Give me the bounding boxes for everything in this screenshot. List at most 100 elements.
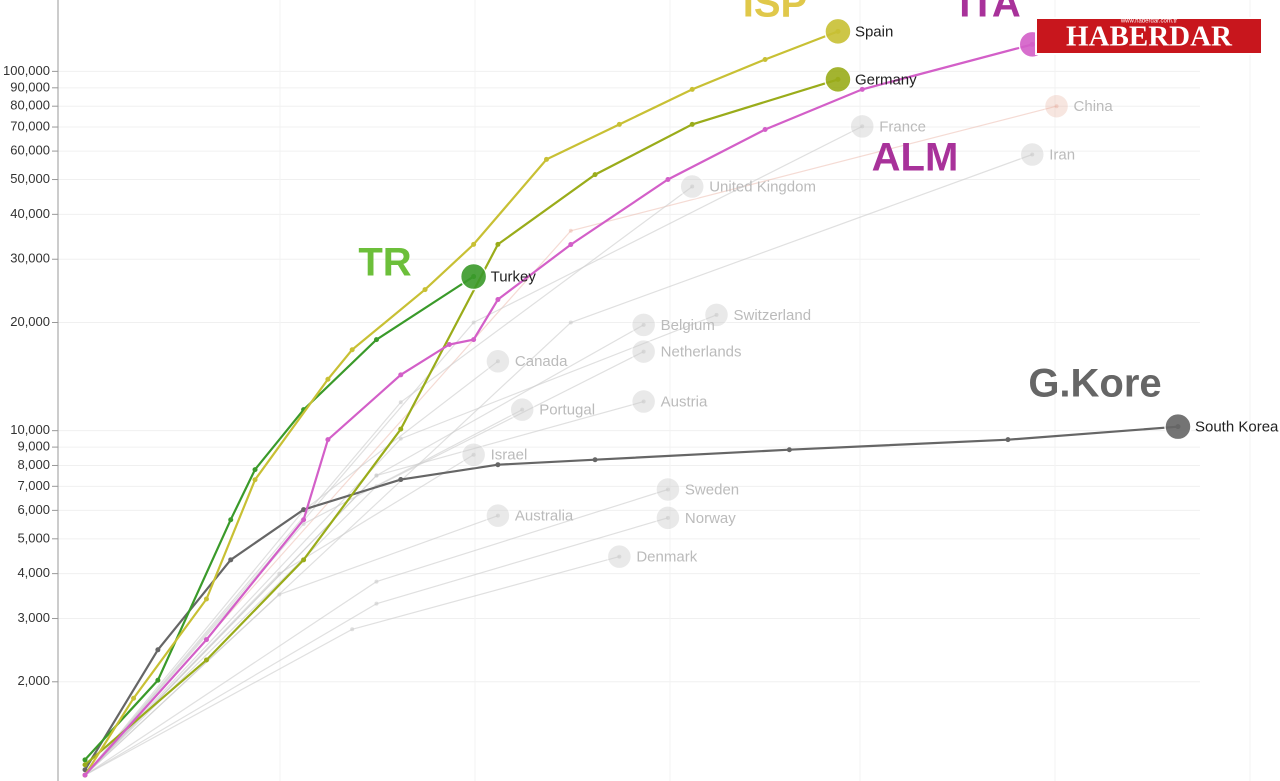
flag bbox=[630, 338, 657, 365]
data-point bbox=[398, 400, 403, 405]
data-point bbox=[301, 507, 307, 513]
data-point bbox=[568, 242, 574, 248]
series-label: Turkey bbox=[491, 269, 537, 286]
flag bbox=[460, 441, 487, 468]
series-label: United Kingdom bbox=[709, 179, 816, 196]
data-point bbox=[471, 452, 476, 457]
series-label: Denmark bbox=[636, 549, 697, 566]
flag bbox=[459, 262, 488, 291]
y-tick-label: 10,000 bbox=[10, 422, 50, 437]
logo-text: HABERDAR bbox=[1066, 21, 1233, 53]
data-point bbox=[422, 287, 428, 293]
series-label: Netherlands bbox=[661, 344, 742, 361]
series-label: Portugal bbox=[539, 402, 595, 419]
data-point bbox=[665, 177, 671, 183]
series-label: France bbox=[879, 118, 926, 135]
data-point bbox=[203, 657, 209, 663]
annotation: G.Kore bbox=[1028, 362, 1161, 406]
data-point bbox=[82, 762, 88, 768]
y-tick-label: 8,000 bbox=[17, 457, 50, 472]
data-point bbox=[520, 407, 525, 412]
series-label: Austria bbox=[661, 394, 708, 411]
data-point bbox=[1030, 152, 1035, 157]
data-point bbox=[714, 312, 719, 317]
data-point bbox=[617, 554, 622, 559]
y-tick-label: 30,000 bbox=[10, 251, 50, 266]
data-point bbox=[228, 517, 234, 523]
data-point bbox=[398, 372, 404, 378]
data-point bbox=[325, 437, 331, 443]
y-tick-label: 6,000 bbox=[17, 502, 50, 517]
logo-box bbox=[1035, 17, 1263, 55]
flag bbox=[849, 113, 875, 140]
data-point bbox=[568, 320, 573, 325]
data-point bbox=[155, 647, 161, 653]
annotation: ITA bbox=[959, 0, 1020, 26]
data-point bbox=[301, 521, 306, 526]
data-point bbox=[495, 359, 500, 364]
y-tick-label: 60,000 bbox=[10, 143, 50, 158]
annotation: TR bbox=[358, 241, 411, 285]
data-point bbox=[859, 86, 865, 92]
data-point bbox=[398, 436, 403, 441]
data-point bbox=[446, 342, 452, 348]
data-point bbox=[762, 126, 768, 132]
data-point bbox=[82, 772, 88, 778]
y-tick-label: 20,000 bbox=[10, 314, 50, 329]
data-point bbox=[374, 473, 379, 478]
logo-url: www.haberdar.com.tr bbox=[1120, 19, 1177, 25]
data-point bbox=[689, 121, 695, 127]
data-point bbox=[82, 757, 88, 763]
series-line bbox=[84, 78, 839, 766]
data-point bbox=[616, 121, 622, 127]
data-point bbox=[374, 579, 379, 584]
flag bbox=[679, 173, 705, 200]
flag bbox=[485, 502, 511, 529]
flag bbox=[630, 312, 657, 338]
flag bbox=[606, 543, 633, 570]
data-point bbox=[471, 241, 477, 247]
grid bbox=[52, 0, 1251, 781]
data-point bbox=[203, 596, 209, 602]
data-point bbox=[301, 557, 307, 563]
series-label: China bbox=[1074, 98, 1114, 115]
data-point bbox=[350, 627, 355, 632]
y-tick-label: 9,000 bbox=[17, 439, 50, 454]
data-point bbox=[252, 477, 258, 483]
data-point bbox=[568, 228, 573, 233]
series-label: Australia bbox=[515, 508, 574, 525]
data-point bbox=[82, 767, 88, 773]
data-point bbox=[398, 426, 404, 432]
y-tick-label: 40,000 bbox=[10, 206, 50, 221]
data-point bbox=[665, 515, 670, 520]
y-tick-label: 90,000 bbox=[10, 79, 50, 94]
data-point bbox=[277, 571, 282, 576]
data-point bbox=[373, 337, 379, 343]
y-tick-label: 100,000 bbox=[3, 63, 50, 78]
series-label: Sweden bbox=[685, 481, 739, 498]
flag bbox=[824, 17, 852, 46]
data-point bbox=[325, 376, 331, 382]
data-point bbox=[495, 462, 501, 468]
series-label: Iran bbox=[1049, 146, 1075, 163]
data-point bbox=[592, 457, 598, 463]
data-point bbox=[398, 477, 404, 483]
data-point bbox=[641, 399, 646, 404]
data-point bbox=[860, 124, 865, 129]
series-label: Canada bbox=[515, 353, 568, 370]
y-tick-label: 4,000 bbox=[17, 565, 50, 580]
data-point bbox=[495, 241, 501, 247]
data-point bbox=[374, 601, 379, 606]
data-point bbox=[665, 487, 670, 492]
y-tick-label: 7,000 bbox=[17, 478, 50, 493]
y-tick-label: 80,000 bbox=[10, 98, 50, 113]
data-point bbox=[641, 349, 646, 354]
data-point bbox=[471, 320, 476, 325]
data-point bbox=[203, 637, 209, 643]
flag bbox=[630, 388, 657, 415]
series-label: Norway bbox=[685, 510, 736, 527]
flag bbox=[824, 65, 852, 94]
